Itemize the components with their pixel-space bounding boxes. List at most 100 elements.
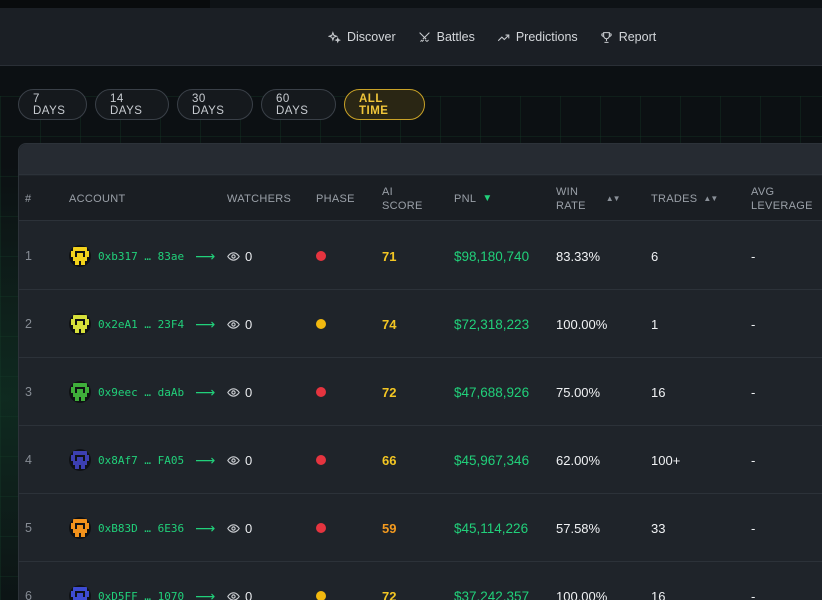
- nav-label: Battles: [436, 30, 475, 44]
- account-address[interactable]: 0x2eA1 … 23F4: [98, 317, 185, 331]
- account-cell[interactable]: 0x9eec … daAb ⟶: [69, 358, 215, 426]
- col-account: ACCOUNT: [69, 176, 126, 221]
- col-avg-leverage-label: AVG LEVERAGE: [751, 185, 813, 213]
- sort-desc-icon: ▼: [482, 192, 493, 204]
- header-bar: Discover Battles Predictions Report: [0, 8, 822, 66]
- col-trades-label: TRADES: [651, 192, 698, 205]
- panel-header: [19, 144, 822, 175]
- rank-cell: 6: [25, 589, 32, 600]
- pnl-cell: $45,967,346: [454, 452, 530, 468]
- account-avatar: [69, 517, 91, 539]
- filter-all-time[interactable]: ALL TIME: [344, 89, 425, 120]
- ai-score-cell: 59: [382, 520, 397, 536]
- avg-leverage-cell: -: [751, 588, 756, 600]
- trades-cell: 100+: [651, 452, 681, 468]
- trades-cell: 16: [651, 588, 666, 600]
- arrow-right-icon[interactable]: ⟶: [195, 587, 216, 600]
- table-row[interactable]: 1 0xb317 … 83ae ⟶ 0 71: [19, 222, 822, 290]
- trophy-icon: [600, 31, 612, 43]
- col-avg-leverage: AVG LEVERAGE: [751, 176, 813, 221]
- phase-indicator: [316, 387, 326, 397]
- account-cell[interactable]: 0x8Af7 … FA05 ⟶: [69, 426, 215, 494]
- identicon-icon: [71, 587, 89, 600]
- identicon-icon: [71, 247, 89, 265]
- col-watchers-label: WATCHERS: [227, 192, 292, 205]
- col-avg-leverage-label-2: LEVERAGE: [751, 199, 813, 212]
- table-row[interactable]: 3 0x9eec … daAb ⟶ 0 72: [19, 358, 822, 426]
- trades-cell: 1: [651, 316, 659, 332]
- nav-predictions[interactable]: Predictions: [497, 30, 578, 44]
- identicon-icon: [71, 519, 89, 537]
- phase-cell: [316, 426, 326, 494]
- ai-score-cell: 66: [382, 452, 397, 468]
- trades-cell: 16: [651, 384, 666, 400]
- account-avatar: [69, 585, 91, 600]
- arrow-right-icon[interactable]: ⟶: [195, 315, 216, 332]
- nav-battles[interactable]: Battles: [418, 30, 475, 44]
- rank-cell: 5: [25, 521, 32, 535]
- phase-indicator: [316, 455, 326, 465]
- rank-cell: 1: [25, 249, 32, 263]
- watchers-count: 0: [245, 384, 253, 400]
- watchers-count: 0: [245, 452, 253, 468]
- avg-leverage-cell: -: [751, 452, 756, 468]
- col-win-rate-sort[interactable]: WIN RATE ▲▼: [556, 176, 621, 221]
- table-row[interactable]: 4 0x8Af7 … FA05 ⟶ 0 66: [19, 426, 822, 494]
- account-address[interactable]: 0xD5FF … 1070: [98, 589, 185, 600]
- account-cell[interactable]: 0xD5FF … 1070 ⟶: [69, 562, 215, 600]
- account-address[interactable]: 0x8Af7 … FA05: [98, 453, 185, 467]
- account-address[interactable]: 0xB83D … 6E36: [98, 521, 185, 535]
- col-watchers: WATCHERS: [227, 176, 291, 221]
- account-avatar: [69, 449, 91, 471]
- watchers-cell: 0: [227, 358, 252, 426]
- nav-discover[interactable]: Discover: [328, 30, 396, 44]
- phase-indicator: [316, 591, 326, 600]
- main-nav: Discover Battles Predictions Report: [328, 8, 656, 66]
- arrow-right-icon[interactable]: ⟶: [195, 451, 216, 468]
- col-win-rate-label-1: WIN: [556, 185, 579, 198]
- filter-60-days[interactable]: 60 DAYS: [261, 89, 336, 120]
- nav-report[interactable]: Report: [600, 30, 657, 44]
- phase-cell: [316, 358, 326, 426]
- nav-label: Report: [618, 30, 657, 44]
- eye-icon: [227, 455, 240, 465]
- col-pnl-sort[interactable]: PNL ▼: [454, 176, 493, 221]
- table-row[interactable]: 6 0xD5FF … 1070 ⟶ 0 72: [19, 562, 822, 600]
- account-address[interactable]: 0x9eec … daAb: [98, 385, 185, 399]
- sparkle-icon: [328, 30, 341, 43]
- col-win-rate-label: WIN RATE: [556, 185, 586, 213]
- watchers-cell: 0: [227, 222, 252, 290]
- eye-icon: [227, 387, 240, 397]
- table-row[interactable]: 5 0xB83D … 6E36 ⟶ 0 59: [19, 494, 822, 562]
- col-trades-sort[interactable]: TRADES ▲▼: [651, 176, 718, 221]
- col-phase: PHASE: [316, 176, 355, 221]
- filter-7-days[interactable]: 7 DAYS: [18, 89, 87, 120]
- arrow-right-icon[interactable]: ⟶: [195, 247, 216, 264]
- col-avg-leverage-label-1: AVG: [751, 185, 775, 198]
- col-ai-score: AI SCORE: [382, 176, 423, 221]
- identicon-icon: [71, 383, 89, 401]
- avg-leverage-cell: -: [751, 316, 756, 332]
- ai-score-cell: 72: [382, 588, 397, 600]
- arrow-right-icon[interactable]: ⟶: [195, 519, 216, 536]
- win-rate-cell: 83.33%: [556, 248, 601, 264]
- account-address[interactable]: 0xb317 … 83ae: [98, 249, 185, 263]
- col-ai-score-label-1: AI: [382, 185, 393, 198]
- account-cell[interactable]: 0xB83D … 6E36 ⟶: [69, 494, 215, 562]
- filter-30-days[interactable]: 30 DAYS: [177, 89, 253, 120]
- trades-cell: 6: [651, 248, 659, 264]
- win-rate-cell: 57.58%: [556, 520, 601, 536]
- account-avatar: [69, 313, 91, 335]
- table-row[interactable]: 2 0x2eA1 … 23F4 ⟶ 0 74: [19, 290, 822, 358]
- account-cell[interactable]: 0xb317 … 83ae ⟶: [69, 222, 215, 290]
- arrow-right-icon[interactable]: ⟶: [195, 383, 216, 400]
- eye-icon: [227, 591, 240, 600]
- phase-indicator: [316, 319, 326, 329]
- account-cell[interactable]: 0x2eA1 … 23F4 ⟶: [69, 290, 215, 358]
- filter-14-days[interactable]: 14 DAYS: [95, 89, 169, 120]
- nav-label: Discover: [347, 30, 396, 44]
- col-pnl-label: PNL: [454, 192, 477, 205]
- col-ai-score-label: AI SCORE: [382, 185, 423, 213]
- identicon-icon: [71, 315, 89, 333]
- watchers-count: 0: [245, 316, 253, 332]
